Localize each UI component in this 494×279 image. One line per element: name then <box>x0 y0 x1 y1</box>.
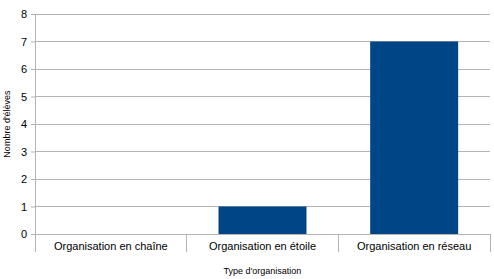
tick-label: 7 <box>21 36 27 48</box>
tick-label: 8 <box>21 8 27 20</box>
separator <box>35 234 36 252</box>
tick: 0 <box>21 228 35 240</box>
tick: 3 <box>21 146 35 158</box>
tick-label: Organisation en chaîne <box>54 240 168 252</box>
tick-mark <box>31 234 35 235</box>
tick: 7 <box>21 36 35 48</box>
tick: Organisation en réseau <box>357 234 471 252</box>
category-separators <box>35 234 490 252</box>
separator <box>490 234 491 252</box>
tick: 6 <box>21 63 35 75</box>
separator <box>338 234 339 252</box>
tick: 2 <box>21 173 35 185</box>
tick: 5 <box>21 91 35 103</box>
tick-mark <box>31 207 35 208</box>
tick-label: 4 <box>21 118 27 130</box>
plot-area: 012345678Organisation en chaîneOrganisat… <box>21 8 491 252</box>
tick-label: 5 <box>21 91 27 103</box>
tick: 8 <box>21 8 35 20</box>
bars <box>219 42 459 235</box>
y-axis-title: Nombre d'élèves <box>2 90 12 158</box>
tick: 1 <box>21 201 35 213</box>
tick-label: 6 <box>21 63 27 75</box>
axis-line <box>36 234 491 235</box>
tick-mark <box>31 179 35 180</box>
tick-mark <box>31 42 35 43</box>
tick-label: Organisation en réseau <box>357 240 471 252</box>
x-axis-title: Type d'organisation <box>224 266 302 276</box>
tick-label: 2 <box>21 173 27 185</box>
grid-line <box>35 14 490 15</box>
tick-label: 3 <box>21 146 27 158</box>
tick-mark <box>31 152 35 153</box>
bar <box>67 234 155 235</box>
bar <box>219 207 307 235</box>
chart: 012345678Organisation en chaîneOrganisat… <box>0 0 494 279</box>
tick: 4 <box>21 118 35 130</box>
tick: Organisation en étoile <box>209 234 316 252</box>
tick-mark <box>31 97 35 98</box>
separator <box>186 234 187 252</box>
tick-label: 0 <box>21 228 27 240</box>
tick: Organisation en chaîne <box>54 234 168 252</box>
y-axis: 0 1 2 3 4 5 6 7 8 <box>21 8 36 240</box>
tick-label: Organisation en étoile <box>209 240 316 252</box>
grid <box>35 14 490 234</box>
x-axis: Organisation en chaîne Organisation en ét… <box>36 234 491 252</box>
bar <box>370 42 458 235</box>
axis-line <box>31 15 36 235</box>
tick-mark <box>31 124 35 125</box>
tick-mark <box>31 69 35 70</box>
tick-mark <box>31 14 35 15</box>
tick-label: 1 <box>21 201 27 213</box>
